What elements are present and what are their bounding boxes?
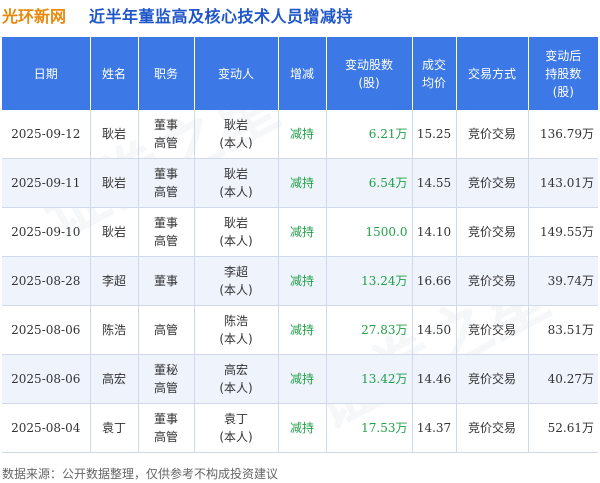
table-row: 2025-08-06 高宏 董秘 高管 高宏 (本人) 减持 13.42万 14.46 竞价交… (2, 354, 598, 404)
column-header-action: 增减 (278, 37, 327, 110)
cell-shares: 1500.0 (326, 207, 413, 257)
cell-shares: 6.54万 (326, 158, 413, 208)
cell-person: 袁丁 (本人) (194, 403, 279, 453)
cell-price: 14.46 (412, 354, 457, 404)
cell-price: 16.66 (412, 256, 457, 306)
cell-action: 减持 (278, 158, 327, 208)
cell-name: 高宏 (90, 354, 139, 404)
cell-shares: 6.21万 (326, 110, 413, 159)
column-header-name: 姓名 (90, 37, 139, 110)
column-header-holding: 变动后 持股数 (股) (528, 37, 598, 110)
cell-name: 陈浩 (90, 305, 139, 355)
cell-date: 2025-08-28 (2, 256, 91, 306)
cell-action: 减持 (278, 110, 327, 159)
cell-method: 竞价交易 (456, 207, 529, 257)
cell-role: 董事 高管 (138, 110, 195, 159)
table-row: 2025-08-28 李超 董事 李超 (本人) 减持 13.24万 16.66 竞价交易 39… (2, 256, 598, 306)
cell-person: 耿岩 (本人) (194, 110, 279, 159)
table-header-row: 日期 姓名 职务 变动人 增减 变动股数 (股) 成交 均价 交易方式 变动后 … (2, 37, 598, 110)
cell-date: 2025-08-06 (2, 354, 91, 404)
cell-date: 2025-08-04 (2, 403, 91, 453)
cell-role: 董事 高管 (138, 207, 195, 257)
column-header-price: 成交 均价 (412, 37, 457, 110)
cell-holding: 149.55万 (528, 207, 598, 257)
cell-method: 竞价交易 (456, 305, 529, 355)
column-header-person: 变动人 (194, 37, 279, 110)
column-header-role: 职务 (138, 37, 195, 110)
cell-role: 董事 (138, 256, 195, 306)
table-row: 2025-08-04 袁丁 董事 高管 袁丁 (本人) 减持 17.53万 14.37 竞价交… (2, 403, 598, 453)
company-name: 光环新网 (2, 7, 67, 26)
page-title: 近半年董监高及核心技术人员增减持 (89, 7, 354, 26)
cell-name: 耿岩 (90, 207, 139, 257)
cell-name: 耿岩 (90, 158, 139, 208)
cell-price: 14.37 (412, 403, 457, 453)
cell-price: 14.10 (412, 207, 457, 257)
cell-name: 耿岩 (90, 110, 139, 159)
cell-action: 减持 (278, 207, 327, 257)
cell-date: 2025-09-12 (2, 110, 91, 159)
cell-method: 竞价交易 (456, 158, 529, 208)
table-row: 2025-09-12 耿岩 董事 高管 耿岩 (本人) 减持 6.21万 15.25 竞价交易… (2, 110, 598, 159)
page-header: 光环新网 近半年董监高及核心技术人员增减持 (0, 0, 600, 32)
cell-role: 高管 (138, 305, 195, 355)
cell-shares: 13.24万 (326, 256, 413, 306)
cell-method: 竞价交易 (456, 256, 529, 306)
cell-date: 2025-09-10 (2, 207, 91, 257)
column-header-date: 日期 (2, 37, 91, 110)
cell-shares: 27.83万 (326, 305, 413, 355)
table-row: 2025-09-11 耿岩 董事 高管 耿岩 (本人) 减持 6.54万 14.55 竞价交易… (2, 158, 598, 208)
cell-price: 14.55 (412, 158, 457, 208)
insider-trading-table: 日期 姓名 职务 变动人 增减 变动股数 (股) 成交 均价 交易方式 变动后 … (2, 37, 598, 453)
cell-holding: 143.01万 (528, 158, 598, 208)
cell-person: 耿岩 (本人) (194, 158, 279, 208)
cell-holding: 52.61万 (528, 403, 598, 453)
cell-price: 14.50 (412, 305, 457, 355)
cell-date: 2025-09-11 (2, 158, 91, 208)
column-header-shares: 变动股数 (股) (326, 37, 413, 110)
cell-role: 董秘 高管 (138, 354, 195, 404)
cell-action: 减持 (278, 256, 327, 306)
cell-person: 耿岩 (本人) (194, 207, 279, 257)
table-row: 2025-08-06 陈浩 高管 陈浩 (本人) 减持 27.83万 14.50 竞价交易 83… (2, 305, 598, 355)
cell-person: 陈浩 (本人) (194, 305, 279, 355)
column-header-method: 交易方式 (456, 37, 529, 110)
cell-action: 减持 (278, 403, 327, 453)
cell-name: 袁丁 (90, 403, 139, 453)
cell-holding: 136.79万 (528, 110, 598, 159)
cell-date: 2025-08-06 (2, 305, 91, 355)
cell-shares: 17.53万 (326, 403, 413, 453)
cell-action: 减持 (278, 305, 327, 355)
cell-role: 董事 高管 (138, 158, 195, 208)
cell-action: 减持 (278, 354, 327, 404)
table-row: 2025-09-10 耿岩 董事 高管 耿岩 (本人) 减持 1500.0 14.10 竞价交… (2, 207, 598, 257)
cell-method: 竞价交易 (456, 354, 529, 404)
data-source-note: 数据来源：公开数据整理，仅供参考不构成投资建议 (2, 467, 279, 481)
cell-role: 董事 高管 (138, 403, 195, 453)
cell-holding: 83.51万 (528, 305, 598, 355)
cell-person: 李超 (本人) (194, 256, 279, 306)
cell-name: 李超 (90, 256, 139, 306)
cell-price: 15.25 (412, 110, 457, 159)
cell-holding: 40.27万 (528, 354, 598, 404)
cell-method: 竞价交易 (456, 403, 529, 453)
cell-person: 高宏 (本人) (194, 354, 279, 404)
cell-holding: 39.74万 (528, 256, 598, 306)
cell-shares: 13.42万 (326, 354, 413, 404)
cell-method: 竞价交易 (456, 110, 529, 159)
